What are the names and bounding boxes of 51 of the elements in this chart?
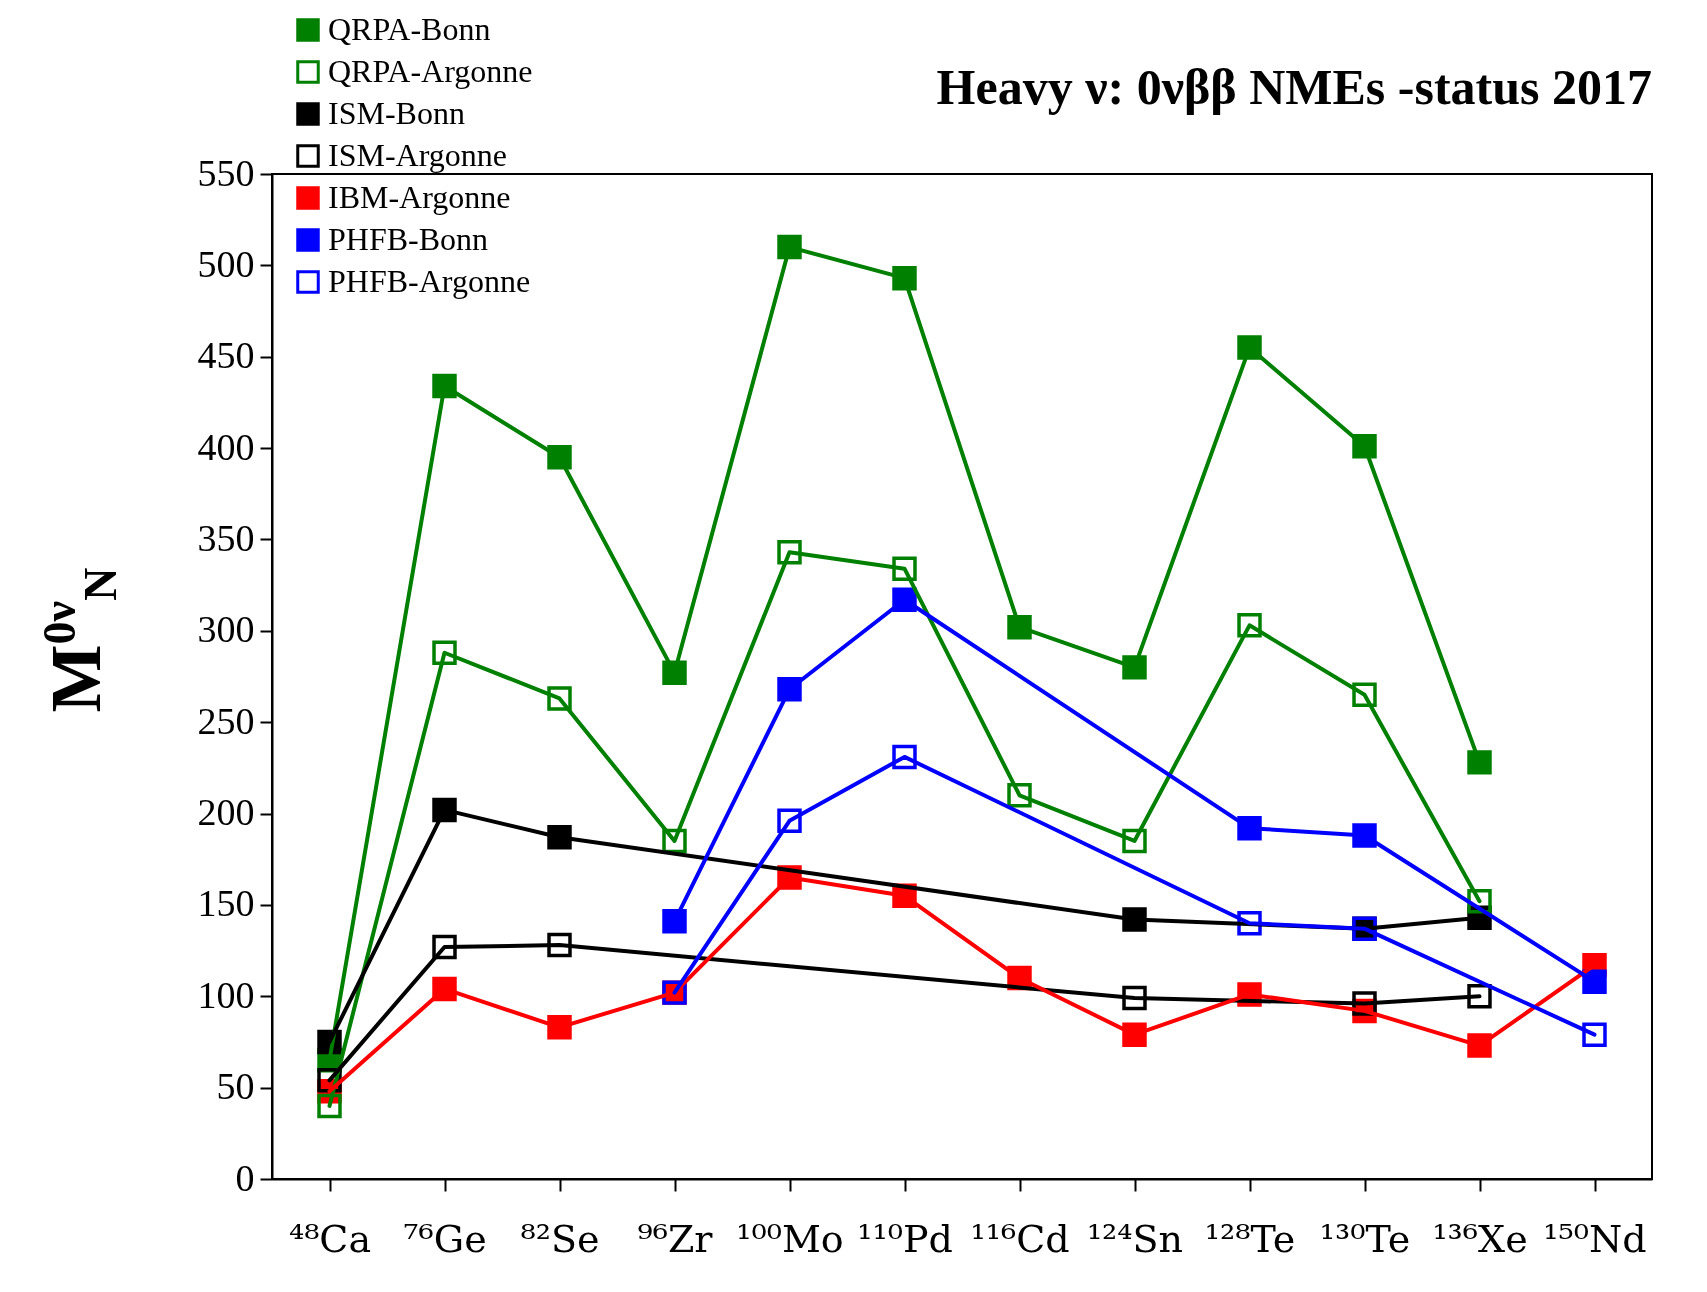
y-tick-label: 450: [197, 334, 255, 377]
x-tick-label: ¹¹⁶Cd: [970, 1216, 1070, 1261]
point: [892, 744, 917, 770]
point: [1352, 682, 1377, 708]
legend-label: IBM-Argonne: [328, 179, 511, 215]
point: [777, 540, 802, 565]
point: [1122, 985, 1147, 1011]
x-tick-label: ⁹⁶Zr: [637, 1216, 714, 1261]
point: [1467, 750, 1492, 775]
point: [1237, 910, 1262, 936]
x-tick-label: ¹¹⁰Pd: [857, 1216, 953, 1261]
x-tick-label: ¹³⁶Xe: [1432, 1216, 1528, 1261]
point: [547, 932, 572, 958]
y-tick-label: 400: [197, 425, 255, 468]
point: [777, 808, 802, 834]
legend-label: QRPA-Argonne: [328, 53, 533, 89]
point: [1582, 969, 1607, 994]
point: [662, 909, 687, 934]
x-tick-label: ¹³⁰Te: [1319, 1216, 1411, 1261]
x-tick-label: ⁸²Se: [520, 1216, 600, 1261]
x-tick-label: ¹⁵⁰Nd: [1543, 1216, 1647, 1261]
point: [432, 640, 457, 665]
point: [547, 686, 572, 711]
point: [1582, 1022, 1607, 1047]
x-tick-label: ⁴⁸Ca: [288, 1216, 372, 1261]
y-tick-label: 50: [216, 1065, 255, 1108]
y-tick-label: 150: [197, 882, 255, 925]
point: [1237, 613, 1262, 638]
legend-label: ISM-Bonn: [328, 95, 465, 131]
y-tick-label: 100: [197, 973, 255, 1016]
y-tick-label: 200: [197, 791, 255, 834]
y-tick-label: 0: [235, 1156, 255, 1199]
legend-label: PHFB-Argonne: [328, 263, 531, 299]
legend-label: PHFB-Bonn: [328, 221, 489, 257]
y-tick-label: 500: [197, 242, 255, 285]
x-tick-label: ¹⁰⁰Mo: [736, 1216, 844, 1261]
y-tick-label: 250: [197, 699, 255, 742]
x-tick-label: ¹²⁴Sn: [1086, 1216, 1184, 1261]
point: [317, 1093, 342, 1119]
chart-title: Heavy ν: 0νββ NMEs -status 2017: [936, 59, 1652, 115]
x-tick-label: ⁷⁶Ge: [403, 1216, 487, 1261]
y-tick-label: 350: [197, 516, 255, 559]
legend-label: ISM-Argonne: [328, 137, 507, 173]
point: [1122, 828, 1147, 854]
legend-label: QRPA-Bonn: [328, 11, 491, 47]
point: [1007, 783, 1032, 808]
y-tick-label: 300: [197, 608, 255, 651]
point: [892, 556, 917, 581]
x-tick-label: ¹²⁸Te: [1204, 1216, 1296, 1261]
point: [432, 934, 457, 960]
y-tick-label: 550: [197, 151, 255, 194]
